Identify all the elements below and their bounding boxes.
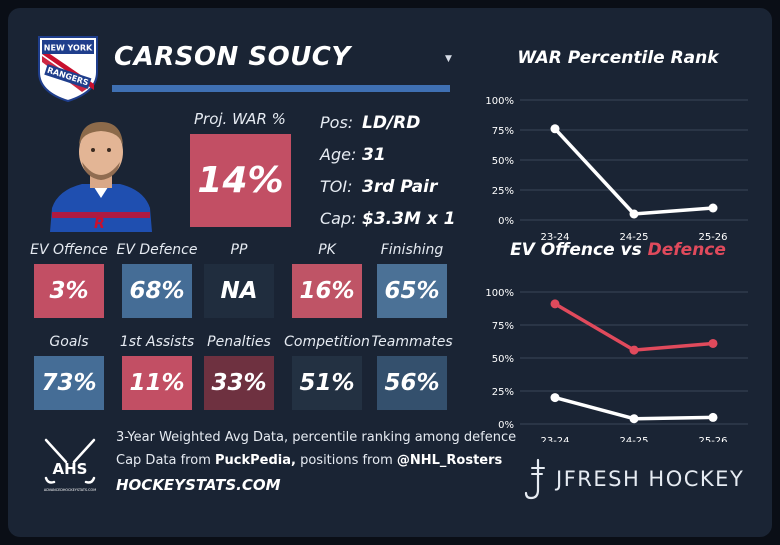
stat-label: Penalties (207, 334, 271, 350)
info-row-toi: TOI: 3rd Pair (320, 177, 460, 201)
data-point (708, 412, 718, 422)
y-tick-label: 0% (498, 216, 514, 227)
pos-value: LD/RD (362, 113, 421, 133)
data-point (708, 203, 718, 213)
stat-label: PP (230, 242, 248, 258)
logo-text-top: NEW YORK (44, 44, 93, 53)
data-point (550, 393, 560, 403)
footer-note: 3-Year Weighted Avg Data, percentile ran… (116, 430, 517, 445)
hockeystats-link[interactable]: HOCKEYSTATS.COM (116, 476, 281, 494)
rangers-logo: NEW YORK RANGERS (38, 36, 98, 103)
chart2-title: EV Offence vs Defence (468, 240, 768, 260)
data-point (550, 299, 560, 309)
player-headshot: R (50, 122, 152, 232)
player-name: CARSON SOUCY (114, 42, 351, 72)
stat-box: 73% (34, 356, 104, 410)
nhl-rosters-handle[interactable]: @NHL_Rosters (396, 453, 503, 468)
data-point (550, 124, 560, 134)
chevron-down-icon[interactable]: ▼ (445, 54, 452, 64)
y-tick-label: 100% (485, 288, 514, 299)
x-tick-label: 23-24 (540, 436, 569, 442)
player-card: NEW YORK RANGERS CARSON SOUCY ▼ R Proj. … (8, 8, 772, 537)
data-point (629, 345, 639, 355)
series-line (553, 302, 715, 352)
x-tick-label: 25-26 (698, 232, 727, 240)
y-tick-label: 50% (492, 156, 514, 167)
data-point (629, 414, 639, 424)
y-tick-label: 50% (492, 354, 514, 365)
cap-value: $3.3M x 1 (362, 209, 456, 229)
stat-label: Teammates (371, 334, 453, 350)
series-line (553, 127, 715, 216)
proj-war-value: 14% (190, 134, 291, 227)
stat-label: Finishing (380, 242, 444, 258)
y-tick-label: 75% (492, 321, 514, 332)
info-row-cap: Cap: $3.3M x 1 (320, 209, 460, 233)
chart2-title-part2: Defence (647, 240, 726, 260)
stat-label: Competition (284, 334, 370, 350)
stat-box: 65% (377, 264, 447, 318)
stat-box: 51% (292, 356, 362, 410)
y-tick-label: 100% (485, 96, 514, 107)
x-tick-label: 25-26 (698, 436, 727, 442)
data-point (708, 338, 718, 348)
cap-label: Cap: (320, 209, 357, 228)
footer-cap-prefix: Cap Data from (116, 453, 215, 468)
jfresh-brand: JFRESH HOCKEY (556, 467, 745, 491)
age-label: Age: (320, 145, 357, 164)
pos-label: Pos: (320, 113, 354, 132)
stat-box: 68% (122, 264, 192, 318)
age-value: 31 (362, 145, 386, 165)
stat-label: Goals (49, 334, 89, 350)
ahs-logo-text: AHS (53, 460, 88, 478)
puckpedia-link[interactable]: PuckPedia, (215, 453, 296, 468)
stat-box: 16% (292, 264, 362, 318)
proj-war-label: Proj. WAR % (194, 110, 286, 128)
stat-box: NA (204, 264, 274, 318)
data-point (629, 209, 639, 219)
svg-text:R: R (94, 216, 105, 232)
y-tick-label: 75% (492, 126, 514, 137)
info-row-pos: Pos: LD/RD (320, 113, 460, 137)
stat-box: 33% (204, 356, 274, 410)
chart2-title-part1: EV Offence vs (510, 240, 648, 260)
stat-box: 3% (34, 264, 104, 318)
ahs-logo-subtext: ADVANCEDHOCKEYSTATS.COM (44, 488, 96, 492)
stat-label: EV Offence (30, 242, 108, 258)
x-tick-label: 24-25 (619, 232, 648, 240)
stat-label: 1st Assists (119, 334, 195, 350)
ahs-logo: AHS ADVANCEDHOCKEYSTATS.COM (44, 438, 96, 492)
info-row-age: Age: 31 (320, 145, 460, 169)
footer-positions-text: positions from (295, 453, 397, 468)
y-tick-label: 25% (492, 387, 514, 398)
stat-box: 11% (122, 356, 192, 410)
x-tick-label: 23-24 (540, 232, 569, 240)
stat-label: PK (318, 242, 336, 258)
stat-box: 56% (377, 356, 447, 410)
toi-value: 3rd Pair (362, 177, 438, 197)
war-percentile-chart: 0% 25% 50% 75% 100% 23-24 24-25 25-26 (485, 96, 748, 240)
name-underline (112, 85, 450, 92)
y-tick-label: 25% (492, 186, 514, 197)
x-tick-label: 24-25 (619, 436, 648, 442)
footer-sources: Cap Data from PuckPedia, positions from … (116, 453, 502, 468)
y-tick-label: 0% (498, 420, 514, 431)
stat-label: EV Defence (116, 242, 198, 258)
chart1-title: WAR Percentile Rank (517, 48, 719, 68)
ev-offence-defence-chart: 0% 25% 50% 75% 100% 23-24 24-25 25-26 (485, 288, 748, 442)
toi-label: TOI: (320, 177, 353, 196)
hockey-stick-icon (524, 458, 545, 500)
